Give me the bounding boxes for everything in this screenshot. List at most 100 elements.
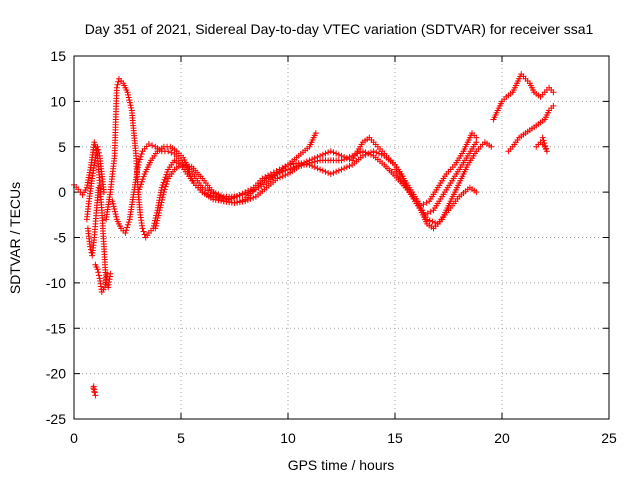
data-point xyxy=(100,189,107,196)
data-point xyxy=(128,104,135,111)
x-tick-label: 0 xyxy=(70,430,78,446)
data-point xyxy=(541,140,548,147)
data-point xyxy=(333,150,340,157)
data-point xyxy=(156,207,163,214)
data-point xyxy=(90,383,97,390)
data-point xyxy=(154,217,161,224)
data-point xyxy=(359,152,366,159)
data-point xyxy=(325,149,332,156)
series-track-l xyxy=(505,102,557,155)
data-point xyxy=(290,164,297,171)
data-point xyxy=(293,163,300,170)
data-points xyxy=(71,71,557,399)
data-point xyxy=(139,225,146,232)
series-track-b xyxy=(83,143,107,223)
data-point xyxy=(276,169,283,176)
x-tick-label: 10 xyxy=(280,430,296,446)
series-track-j xyxy=(392,139,495,232)
data-point xyxy=(550,102,557,109)
data-point xyxy=(123,227,130,234)
data-point xyxy=(346,156,353,163)
data-point xyxy=(247,195,254,202)
data-point xyxy=(91,386,98,393)
data-point xyxy=(127,102,134,109)
data-point xyxy=(115,78,122,85)
data-point xyxy=(145,141,152,148)
data-point xyxy=(92,154,99,161)
data-point xyxy=(91,139,98,146)
data-point xyxy=(427,208,434,215)
data-point xyxy=(125,94,132,101)
data-point xyxy=(473,134,480,141)
data-point xyxy=(335,151,342,158)
data-point xyxy=(95,146,102,153)
data-point xyxy=(114,81,121,88)
grid-lines xyxy=(74,56,609,419)
series-track-c xyxy=(84,184,102,259)
data-point xyxy=(317,152,324,159)
data-point xyxy=(160,191,167,198)
data-point xyxy=(155,212,162,219)
data-point xyxy=(282,167,289,174)
series-track-m xyxy=(533,134,550,155)
data-point xyxy=(137,181,144,188)
data-point xyxy=(250,187,257,194)
x-axis-label: GPS time / hours xyxy=(288,457,395,473)
data-point xyxy=(231,193,238,200)
data-point xyxy=(160,189,167,196)
data-point xyxy=(162,183,169,190)
data-point xyxy=(95,149,102,156)
data-point xyxy=(95,269,102,276)
data-point xyxy=(367,149,374,156)
data-point xyxy=(341,165,348,172)
y-tick-label: 15 xyxy=(50,48,66,64)
x-tick-label: 15 xyxy=(387,430,403,446)
y-tick-label: 10 xyxy=(50,93,66,109)
data-point xyxy=(540,137,547,144)
data-point xyxy=(215,191,222,198)
data-point xyxy=(338,152,345,159)
data-point xyxy=(285,166,291,173)
data-point xyxy=(154,215,161,222)
data-point xyxy=(87,243,94,250)
data-point xyxy=(137,153,144,160)
data-point xyxy=(218,192,225,199)
data-point xyxy=(330,149,337,156)
data-point xyxy=(122,229,129,236)
data-point xyxy=(375,150,382,157)
data-point xyxy=(539,134,546,141)
data-point xyxy=(163,180,170,187)
data-point xyxy=(159,196,166,203)
data-point xyxy=(343,164,350,171)
data-point xyxy=(164,178,171,185)
data-point xyxy=(158,199,165,206)
data-point xyxy=(239,197,246,204)
y-tick-label: -10 xyxy=(46,275,66,291)
data-point xyxy=(124,89,131,96)
data-point xyxy=(137,183,144,190)
data-point xyxy=(161,176,168,183)
data-point xyxy=(113,84,120,91)
data-point xyxy=(429,218,436,225)
data-point xyxy=(333,168,340,175)
data-point xyxy=(357,149,364,156)
data-point xyxy=(162,174,169,181)
data-point xyxy=(309,163,316,170)
x-tick-labels: 0 5 10 15 20 25 xyxy=(70,430,617,446)
x-tick-label: 5 xyxy=(177,430,185,446)
y-tick-label: 5 xyxy=(58,139,66,155)
data-point xyxy=(126,97,133,104)
data-point xyxy=(311,164,318,171)
data-point xyxy=(244,197,251,204)
series-track-d xyxy=(90,383,99,399)
data-point xyxy=(139,176,146,183)
data-point xyxy=(109,198,116,205)
data-point xyxy=(94,266,101,273)
data-point xyxy=(370,148,377,155)
data-point xyxy=(373,149,380,156)
data-point xyxy=(104,270,111,277)
data-point xyxy=(91,389,98,396)
data-point xyxy=(239,191,246,198)
plot-frame xyxy=(73,55,610,420)
